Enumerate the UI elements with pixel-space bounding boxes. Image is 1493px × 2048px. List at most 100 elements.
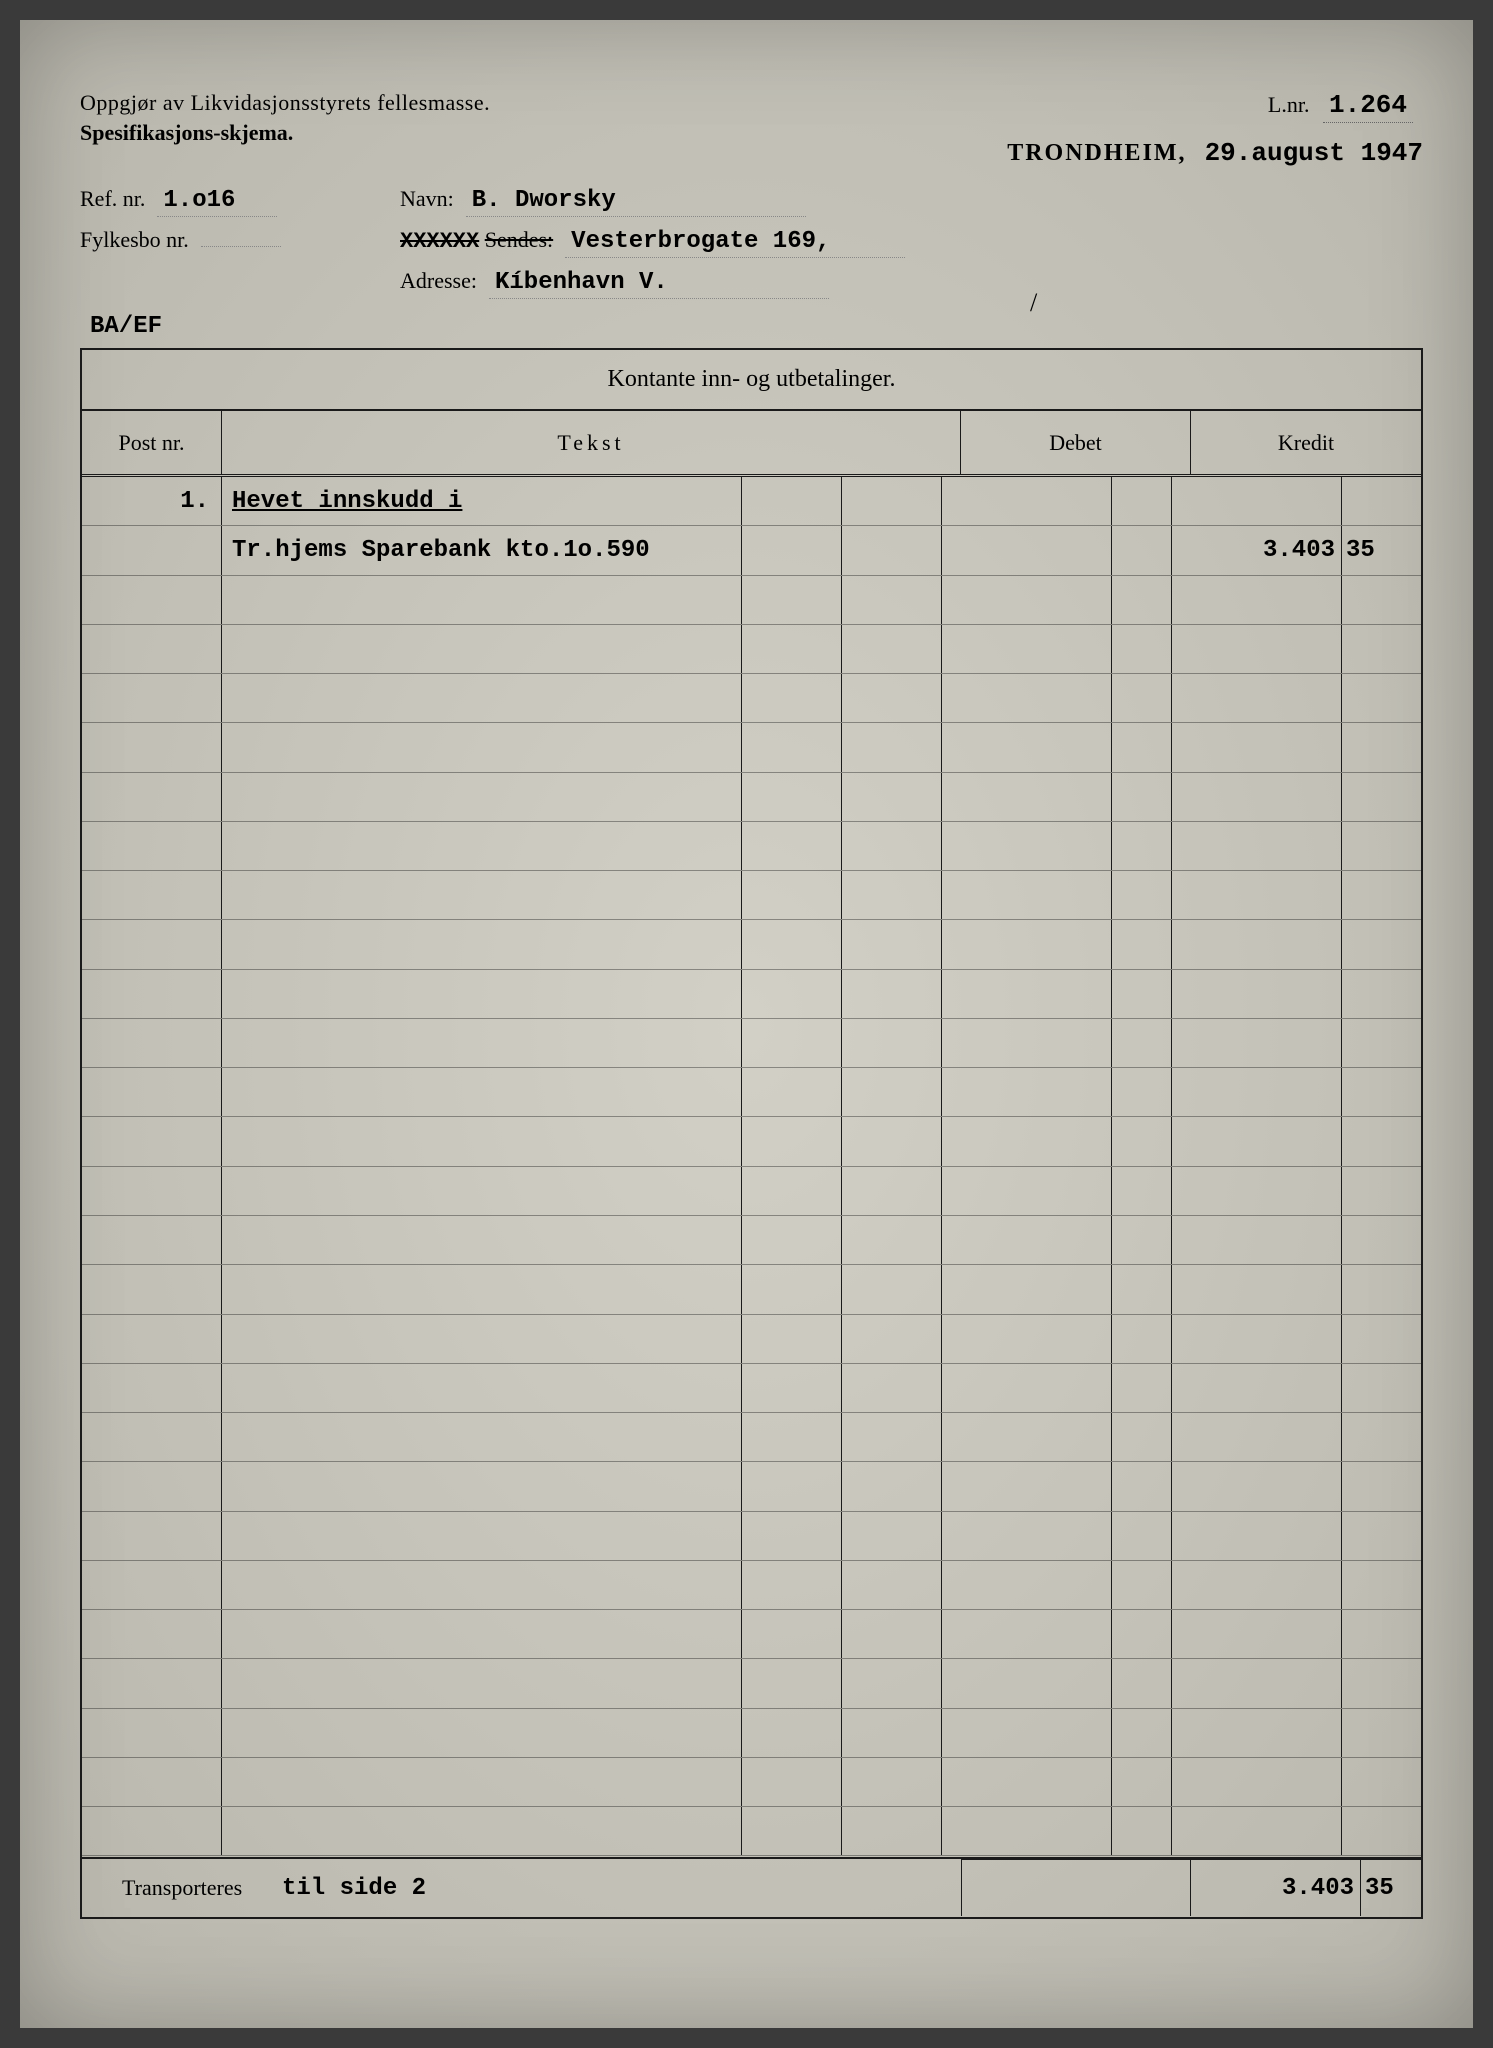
table-row xyxy=(82,1758,1421,1807)
cell-debet-main xyxy=(942,1462,1112,1510)
table-row xyxy=(82,1807,1421,1856)
cell-tekst-sub2 xyxy=(842,1019,942,1067)
cell-kredit-main xyxy=(1172,1807,1342,1855)
cell-kredit-main xyxy=(1172,1117,1342,1165)
cell-debet-dec xyxy=(1112,822,1172,870)
cell-post xyxy=(82,1315,222,1363)
footer-kredit-main: 3.403 xyxy=(1191,1858,1361,1916)
cell-debet-main xyxy=(942,871,1112,919)
cell-kredit-main xyxy=(1172,822,1342,870)
ref-label: Ref. nr. xyxy=(80,186,145,212)
cell-debet-main xyxy=(942,773,1112,821)
cell-kredit-main xyxy=(1172,1216,1342,1264)
table-row xyxy=(82,1315,1421,1364)
cell-post xyxy=(82,1167,222,1215)
cell-tekst-sub2 xyxy=(842,1807,942,1855)
sendes-label-text: Sendes: xyxy=(485,227,553,252)
cell-kredit-dec xyxy=(1342,1413,1402,1461)
cell-kredit-main xyxy=(1172,1659,1342,1707)
cell-tekst: Hevet innskudd i xyxy=(222,477,742,525)
cell-post xyxy=(82,1709,222,1757)
sendes-label: XXXXXX Sendes: xyxy=(400,227,553,254)
cell-post xyxy=(82,773,222,821)
cell-debet-main xyxy=(942,1364,1112,1412)
cell-debet-main xyxy=(942,1167,1112,1215)
sendes-struck-prefix: XXXXXX xyxy=(400,229,479,254)
cell-kredit-main xyxy=(1172,1758,1342,1806)
cell-tekst-sub2 xyxy=(842,1364,942,1412)
cell-kredit-dec xyxy=(1342,773,1402,821)
table-row xyxy=(82,1462,1421,1511)
table-row xyxy=(82,1512,1421,1561)
cell-kredit-dec xyxy=(1342,674,1402,722)
cell-tekst xyxy=(222,723,742,771)
row-ref-navn: Ref. nr. 1.o16 Navn: B. Dworsky / xyxy=(80,186,1423,217)
col-debet: Debet xyxy=(961,411,1191,474)
cell-tekst xyxy=(222,674,742,722)
cell-debet-main xyxy=(942,1265,1112,1313)
header-block: Oppgjør av Likvidasjonsstyrets fellesmas… xyxy=(80,90,1423,146)
footer-debet xyxy=(961,1858,1191,1916)
cell-tekst xyxy=(222,1167,742,1215)
cell-tekst xyxy=(222,1758,742,1806)
footer-kredit-dec: 35 xyxy=(1361,1858,1421,1916)
table-row xyxy=(82,625,1421,674)
cell-kredit-main xyxy=(1172,1019,1342,1067)
cell-debet-dec xyxy=(1112,970,1172,1018)
table-row xyxy=(82,674,1421,723)
cell-tekst-sub2 xyxy=(842,1561,942,1609)
cell-kredit-dec xyxy=(1342,1709,1402,1757)
cell-tekst-sub2 xyxy=(842,625,942,673)
cell-debet-main xyxy=(942,1216,1112,1264)
cell-tekst-sub2 xyxy=(842,1758,942,1806)
cell-debet-main xyxy=(942,1068,1112,1116)
cell-kredit-main xyxy=(1172,1512,1342,1560)
table-row xyxy=(82,1610,1421,1659)
col-post: Post nr. xyxy=(82,411,222,474)
footer-row: Transporteres til side 2 3.403 35 xyxy=(82,1857,1421,1917)
cell-tekst-sub2 xyxy=(842,674,942,722)
cell-tekst-sub2 xyxy=(842,1167,942,1215)
cell-tekst-sub1 xyxy=(742,1709,842,1757)
cell-post xyxy=(82,1265,222,1313)
cell-post: 1. xyxy=(82,477,222,525)
title-line-1: Oppgjør av Likvidasjonsstyrets fellesmas… xyxy=(80,90,1423,116)
cell-tekst-sub2 xyxy=(842,1512,942,1560)
cell-tekst-sub2 xyxy=(842,773,942,821)
cell-debet-dec xyxy=(1112,1512,1172,1560)
cell-tekst xyxy=(222,1364,742,1412)
lnr-value: 1.264 xyxy=(1323,90,1413,123)
cell-debet-dec xyxy=(1112,723,1172,771)
cell-tekst-sub1 xyxy=(742,1758,842,1806)
cell-debet-main xyxy=(942,1512,1112,1560)
col-tekst: Tekst xyxy=(222,411,961,474)
cell-tekst-sub2 xyxy=(842,920,942,968)
table-row xyxy=(82,1659,1421,1708)
cell-post xyxy=(82,920,222,968)
cell-kredit-main xyxy=(1172,1265,1342,1313)
table-row xyxy=(82,1364,1421,1413)
cell-tekst xyxy=(222,970,742,1018)
cell-tekst-sub2 xyxy=(842,1462,942,1510)
cell-kredit-dec xyxy=(1342,1758,1402,1806)
table-row xyxy=(82,920,1421,969)
cell-debet-dec xyxy=(1112,871,1172,919)
cell-kredit-main xyxy=(1172,773,1342,821)
cell-tekst-sub1 xyxy=(742,871,842,919)
cell-tekst xyxy=(222,920,742,968)
table-row: 1.Hevet innskudd i xyxy=(82,477,1421,526)
cell-tekst xyxy=(222,1610,742,1658)
cell-debet-dec xyxy=(1112,526,1172,574)
cell-debet-main xyxy=(942,1659,1112,1707)
cell-post xyxy=(82,1216,222,1264)
cell-debet-dec xyxy=(1112,1117,1172,1165)
lnr-label: L.nr. xyxy=(1268,92,1310,117)
cell-tekst-sub1 xyxy=(742,1561,842,1609)
cell-post xyxy=(82,1561,222,1609)
cell-tekst xyxy=(222,1413,742,1461)
table-row xyxy=(82,1561,1421,1610)
cell-kredit-dec xyxy=(1342,723,1402,771)
cell-kredit-main xyxy=(1172,625,1342,673)
row-fylkesbo-sendes: Fylkesbo nr. XXXXXX Sendes: Vesterbrogat… xyxy=(80,227,1423,258)
table-row xyxy=(82,1413,1421,1462)
